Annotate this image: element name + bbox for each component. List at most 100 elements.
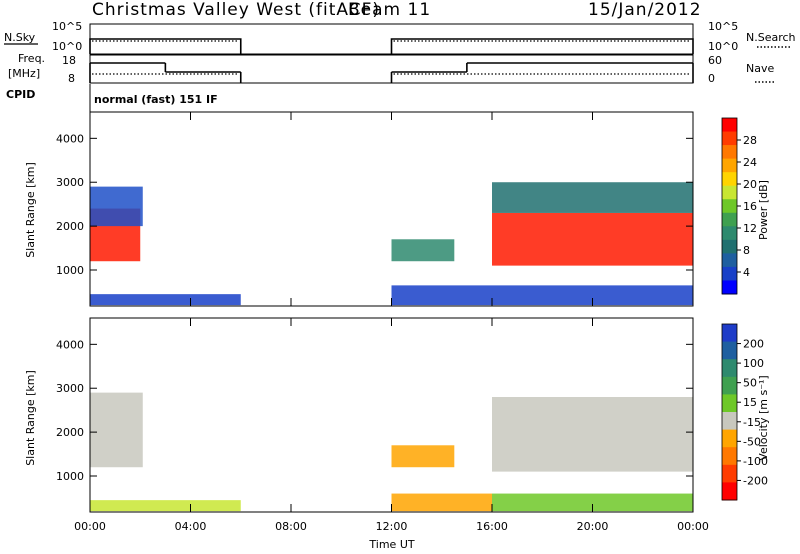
- colorbar-tick-label: 28: [743, 134, 757, 147]
- colorbar-tick-label: 100: [743, 357, 764, 370]
- echo-region: [391, 493, 492, 512]
- colorbar-tick-label: 20: [743, 178, 757, 191]
- colorbar-swatch: [722, 394, 737, 413]
- velocity-yticks: 1000 2000 3000 4000: [56, 338, 693, 483]
- velocity-ylabel: Slant Range [km]: [24, 370, 37, 466]
- echo-region: [90, 294, 241, 306]
- colorbar-tick-label: 200: [743, 338, 764, 351]
- nsearch-label: N.Search: [746, 31, 796, 44]
- echo-region: [90, 392, 143, 468]
- x-tick-label: 04:00: [175, 520, 207, 533]
- power-yticks: 1000 2000 3000 4000: [56, 132, 693, 277]
- x-tick-label: 12:00: [376, 520, 408, 533]
- echo-region: [492, 182, 693, 213]
- freq-label: Freq.: [18, 52, 45, 65]
- colorbar-swatch: [722, 172, 737, 187]
- velocity-colorbar-label: Velocity [m s⁻¹]: [757, 375, 770, 460]
- colorbar-swatch: [722, 239, 737, 254]
- echo-region: [492, 493, 693, 512]
- freq-tick-top: 18: [62, 54, 76, 67]
- power-colorbar: 28 24 20 16 12 8 4: [721, 117, 757, 295]
- echo-region: [492, 212, 693, 266]
- colorbar-swatch: [722, 341, 737, 360]
- colorbar-tick-label: 8: [743, 244, 750, 257]
- colorbar-tick-label: 24: [743, 156, 757, 169]
- cpid-label: CPID: [6, 88, 35, 101]
- x-tick-label: 16:00: [476, 520, 508, 533]
- colorbar-tick-label: -200: [743, 474, 768, 487]
- velocity-panel: 1000 2000 3000 4000 00:00 04:00 08:00 12:00 16:…: [24, 317, 770, 551]
- cpid-mode: normal (fast) 151 IF: [94, 93, 218, 106]
- colorbar-swatch: [722, 253, 737, 268]
- colorbar-swatch: [722, 324, 737, 343]
- x-tick-label: 00:00: [74, 520, 106, 533]
- colorbar-tick-label: 50: [743, 377, 757, 390]
- nsky-panel: N.Sky 10^5 10^0 10^5 10^0 N.Search: [4, 20, 796, 55]
- y-tick-label: 3000: [56, 176, 84, 189]
- colorbar-tick-label: -100: [743, 455, 768, 468]
- nsearch-tick-bottom: 10^0: [708, 40, 738, 53]
- colorbar-tick-label: 12: [743, 222, 757, 235]
- power-ylabel: Slant Range [km]: [24, 162, 37, 258]
- x-tick-label: 20:00: [577, 520, 609, 533]
- nsky-tick-bottom: 10^0: [52, 40, 82, 53]
- echo-region: [90, 500, 241, 512]
- colorbar-tick-label: -50: [743, 435, 761, 448]
- colorbar-swatch: [722, 199, 737, 214]
- x-tick-label: 00:00: [677, 520, 709, 533]
- nsky-trace: [89, 38, 242, 54]
- echo-region: [492, 397, 693, 472]
- x-tick-label: 08:00: [275, 520, 307, 533]
- freq-tick-bottom: 8: [68, 72, 75, 85]
- nsearch-tick-top: 10^5: [708, 20, 738, 33]
- colorbar-tick-label: 16: [743, 200, 757, 213]
- nsky-trace: [390, 38, 694, 54]
- velocity-data: [90, 392, 693, 512]
- colorbar-swatch: [722, 482, 737, 501]
- plot-title: Christmas Valley West (fitACF): [92, 0, 380, 20]
- y-tick-label: 4000: [56, 132, 84, 145]
- nave-label: Nave: [746, 62, 774, 75]
- colorbar-swatch: [722, 212, 737, 227]
- y-tick-label: 2000: [56, 220, 84, 233]
- colorbar-swatch: [722, 412, 737, 431]
- colorbar-swatch: [722, 359, 737, 378]
- colorbar-swatch: [722, 145, 737, 160]
- freq-unit-label: [MHz]: [8, 67, 40, 80]
- colorbar-frame: [721, 323, 738, 501]
- power-data: [90, 182, 693, 306]
- y-tick-label: 1000: [56, 470, 84, 483]
- colorbar-tick-label: -15: [743, 416, 761, 429]
- colorbar-tick-label: 15: [743, 396, 757, 409]
- colorbar-tick-label: 4: [743, 266, 750, 279]
- nsky-label: N.Sky: [4, 31, 36, 44]
- colorbar-swatch: [722, 131, 737, 146]
- velocity-xticks: 00:00 04:00 08:00 12:00 16:00 20:00 00:00: [74, 318, 709, 533]
- echo-region: [391, 285, 693, 306]
- power-panel: 1000 2000 3000 4000 Slant Range [km] 28 24 20…: [24, 111, 770, 307]
- colorbar-swatch: [722, 376, 737, 395]
- y-tick-label: 4000: [56, 338, 84, 351]
- colorbar-swatch: [722, 266, 737, 281]
- y-tick-label: 1000: [56, 264, 84, 277]
- colorbar-swatch: [722, 185, 737, 200]
- nsky-tick-top: 10^5: [52, 20, 82, 33]
- colorbar-swatch: [722, 226, 737, 241]
- nsky-traces: [89, 38, 694, 54]
- colorbar-swatch: [722, 464, 737, 483]
- power-colorbar-label: Power [dB]: [757, 180, 770, 240]
- nave-tick-bottom: 0: [708, 72, 715, 85]
- velocity-colorbar: 200 100 50 15 -15 -50 -100 -200: [721, 323, 768, 501]
- beam-label: Beam 11: [348, 0, 431, 20]
- echo-region: [391, 239, 455, 262]
- freq-panel: Freq. [MHz] 18 8 60 0 Nave: [8, 52, 775, 85]
- echo-region: [391, 445, 455, 468]
- date-label: 15/Jan/2012: [588, 0, 702, 20]
- colorbar-swatch: [722, 280, 737, 295]
- echo-region: [90, 186, 143, 227]
- nave-tick-top: 60: [708, 54, 722, 67]
- freq-traces: [89, 62, 694, 83]
- colorbar-swatch: [722, 447, 737, 466]
- colorbar-swatch: [722, 158, 737, 173]
